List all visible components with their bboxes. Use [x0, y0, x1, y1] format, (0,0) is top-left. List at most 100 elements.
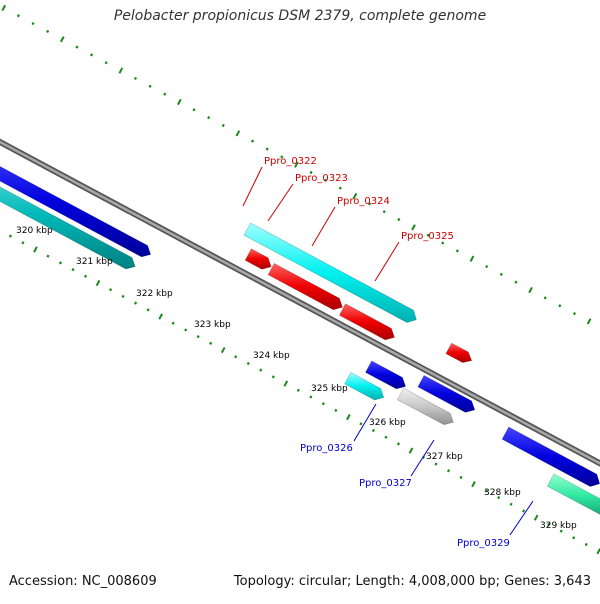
minor-tick — [514, 280, 518, 284]
feature-track — [0, 166, 600, 515]
gene-ppro-small-red — [445, 342, 473, 363]
gene-Ppro-0329 — [501, 426, 600, 487]
minor-tick — [163, 92, 167, 96]
major-tick — [220, 346, 226, 354]
minor-tick — [90, 53, 94, 57]
minor-tick — [234, 355, 238, 359]
minor-tick — [509, 502, 513, 506]
minor-tick — [572, 311, 577, 316]
minor-tick — [484, 489, 488, 493]
minor-tick — [46, 254, 50, 258]
minor-tick — [296, 388, 300, 392]
minor-tick — [324, 178, 328, 182]
minor-tick — [309, 395, 313, 399]
minor-tick — [250, 139, 255, 143]
major-tick — [235, 130, 241, 137]
gene-label: Ppro_0329 — [457, 538, 510, 549]
minor-tick — [133, 76, 138, 81]
minor-tick — [334, 408, 338, 413]
minor-tick — [368, 202, 372, 206]
minor-tick — [572, 536, 576, 540]
minor-tick — [171, 321, 175, 325]
minor-tick — [108, 288, 113, 292]
minor-tick — [309, 170, 313, 175]
minor-tick — [382, 210, 386, 214]
minor-tick — [584, 542, 588, 547]
minor-tick — [221, 123, 225, 128]
minor-tick — [209, 341, 213, 345]
minor-tick — [559, 529, 563, 533]
minor-tick — [485, 264, 489, 269]
gene-label-leader — [410, 439, 435, 477]
minor-tick — [246, 361, 250, 366]
gene-ppro-blue-b — [417, 374, 476, 413]
scale-label: 326 kbp — [369, 418, 406, 428]
minor-tick — [359, 422, 363, 426]
gene-label-leader — [509, 500, 534, 536]
minor-tick — [192, 108, 196, 112]
minor-tick — [459, 475, 463, 480]
backbone-highlight — [0, 140, 600, 465]
minor-tick — [446, 469, 451, 473]
map-title: Pelobacter propionicus DSM 2379, complet… — [113, 8, 487, 24]
genome-backbone — [0, 138, 600, 467]
minor-tick — [558, 304, 562, 308]
minor-tick — [104, 61, 108, 65]
gene-ppro-0316 — [0, 166, 152, 258]
scale-label: 321 kbp — [76, 257, 113, 267]
minor-tick — [31, 21, 35, 26]
minor-tick — [384, 435, 388, 439]
minor-tick — [58, 261, 63, 265]
minor-tick — [83, 274, 88, 278]
minor-tick — [396, 442, 401, 446]
gene-labels: Ppro_0322 Ppro_0323 Ppro_0324 Ppro_0325 Ppro… — [242, 156, 534, 549]
minor-tick — [75, 45, 79, 49]
minor-tick — [321, 402, 325, 406]
gene-ppro-0317 — [0, 186, 136, 270]
minor-tick — [259, 368, 263, 372]
scale-label: 325 kbp — [311, 384, 348, 394]
minor-tick — [547, 522, 551, 527]
minor-tick — [146, 308, 150, 312]
gene-label-leader — [353, 403, 377, 442]
major-tick — [469, 255, 475, 262]
minor-tick — [134, 301, 138, 305]
scale-label: 328 kbp — [484, 488, 521, 498]
gene-ppro-blue-a — [365, 360, 406, 390]
minor-tick — [455, 249, 459, 253]
minor-tick — [16, 14, 20, 18]
inner-tick-track — [8, 234, 600, 555]
minor-tick — [148, 84, 152, 88]
major-tick — [528, 286, 533, 294]
gene-label: Ppro_0327 — [359, 478, 412, 489]
minor-tick — [397, 217, 401, 222]
gene-label-leader — [374, 241, 400, 282]
major-tick — [283, 380, 289, 387]
major-tick — [411, 224, 416, 231]
major-tick — [586, 318, 592, 325]
minor-tick — [207, 116, 211, 120]
major-tick — [177, 98, 182, 106]
outer-tick-track — [1, 4, 592, 325]
minor-tick — [196, 335, 200, 339]
minor-tick — [71, 267, 75, 272]
major-tick — [33, 246, 38, 253]
minor-tick — [499, 272, 503, 277]
accession-text: Accession: NC_008609 — [9, 574, 157, 589]
gene-label: Ppro_0326 — [300, 443, 353, 454]
minor-tick — [426, 233, 430, 237]
minor-tick — [441, 241, 445, 245]
scale-label: 323 kbp — [194, 320, 231, 330]
major-tick — [346, 413, 351, 421]
major-tick — [95, 279, 101, 287]
minor-tick — [184, 328, 188, 332]
major-tick — [118, 67, 124, 74]
major-tick — [408, 447, 414, 454]
scale-label: 327 kbp — [426, 452, 463, 462]
minor-tick — [265, 147, 269, 151]
minor-tick — [371, 428, 375, 433]
minor-tick — [21, 241, 25, 245]
major-tick — [471, 481, 476, 488]
scale-labels: 320 kbp 321 kbp 322 kbp 323 kbp 324 kbp 325 k… — [16, 226, 577, 531]
